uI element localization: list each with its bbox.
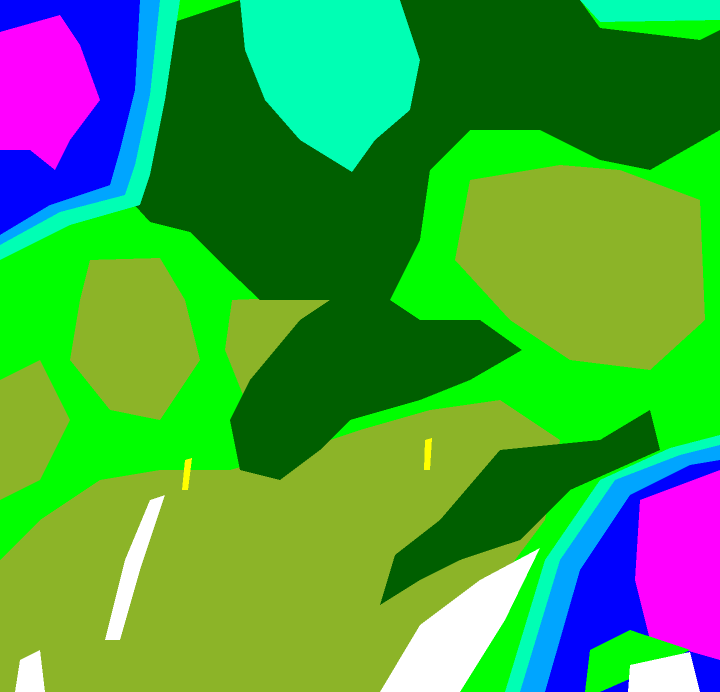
green-band-bottomright	[585, 630, 690, 692]
dark-green-region-main	[130, 0, 720, 480]
magenta-region-topleft	[0, 15, 100, 170]
olive-region-bottom	[0, 400, 560, 692]
yellow-streak-center	[424, 438, 432, 470]
aquamarine-region-top	[240, 0, 420, 172]
white-region-bottomright	[628, 652, 700, 692]
aquamarine-region-topright	[580, 0, 720, 22]
olive-region-left	[70, 258, 200, 420]
yellow-streak-left	[182, 458, 192, 490]
white-streak-bottom	[380, 548, 540, 692]
olive-region-mid	[0, 360, 70, 500]
dark-green-region-lower	[380, 410, 660, 605]
magenta-region-bottomright	[635, 470, 720, 660]
white-streak-lowleft	[15, 650, 45, 692]
olive-region-right	[455, 165, 705, 370]
white-streak-left	[105, 495, 165, 640]
